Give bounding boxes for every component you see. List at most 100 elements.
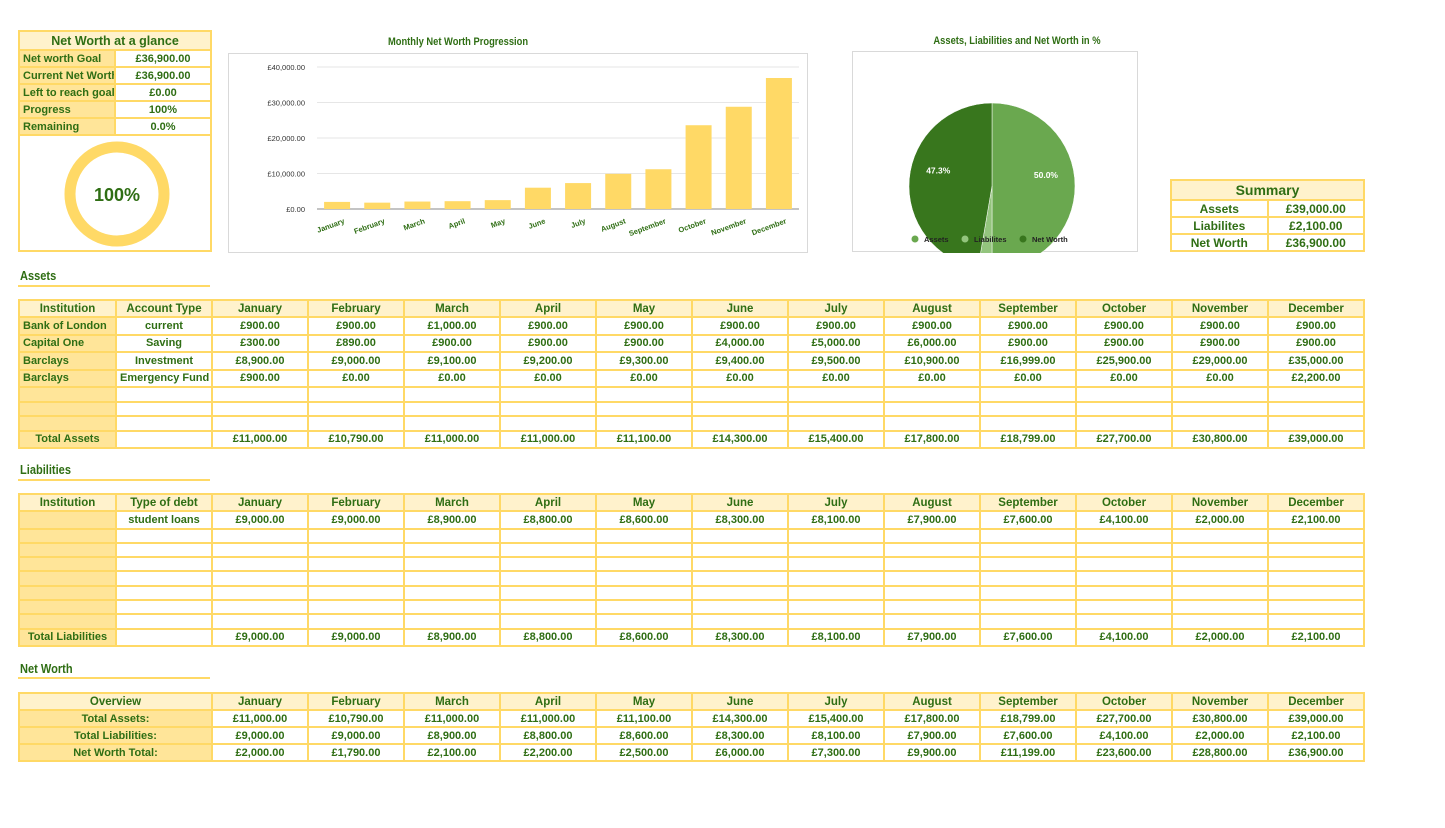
value-cell[interactable] — [595, 570, 693, 587]
column-header[interactable]: November — [1171, 299, 1269, 318]
column-header[interactable]: April — [499, 692, 597, 711]
value-cell[interactable]: £2,200.00 — [1267, 368, 1365, 388]
value-cell[interactable] — [307, 527, 405, 544]
value-cell[interactable] — [787, 541, 885, 559]
value-cell[interactable] — [595, 613, 693, 630]
column-header[interactable]: May — [595, 692, 693, 711]
value-cell[interactable]: £10,900.00 — [883, 351, 981, 371]
value-cell[interactable]: £11,000.00 — [499, 429, 597, 449]
value-cell[interactable] — [211, 584, 309, 602]
value-cell[interactable] — [211, 613, 309, 630]
value-cell[interactable] — [787, 613, 885, 630]
value-cell[interactable] — [115, 584, 213, 602]
glance-value[interactable]: 100% — [114, 100, 212, 119]
value-cell[interactable] — [1171, 541, 1269, 559]
value-cell[interactable] — [691, 598, 789, 616]
row-label[interactable]: Total Assets — [18, 429, 117, 449]
value-cell[interactable] — [307, 400, 405, 417]
value-cell[interactable]: £11,199.00 — [979, 743, 1077, 762]
value-cell[interactable] — [883, 541, 981, 559]
value-cell[interactable] — [691, 570, 789, 587]
value-cell[interactable]: £2,000.00 — [1171, 510, 1269, 530]
summary-value[interactable]: £36,900.00 — [1266, 233, 1365, 252]
value-cell[interactable]: £2,200.00 — [499, 743, 597, 762]
column-header[interactable]: March — [403, 692, 501, 711]
value-cell[interactable]: £900.00 — [1171, 333, 1269, 353]
bar[interactable] — [364, 202, 391, 209]
value-cell[interactable]: £0.00 — [307, 368, 405, 388]
row-label[interactable]: Barclays — [18, 368, 117, 388]
value-cell[interactable]: £900.00 — [979, 316, 1077, 336]
column-header[interactable]: July — [787, 299, 885, 318]
value-cell[interactable]: £8,900.00 — [211, 351, 309, 371]
column-header[interactable]: August — [883, 692, 981, 711]
value-cell[interactable] — [979, 613, 1077, 630]
column-header[interactable]: October — [1075, 299, 1173, 318]
column-header[interactable]: April — [499, 299, 597, 318]
value-cell[interactable] — [787, 415, 885, 432]
row-label[interactable]: Net Worth Total: — [18, 743, 213, 762]
value-cell[interactable]: £8,600.00 — [595, 726, 693, 745]
value-cell[interactable] — [1171, 527, 1269, 544]
value-cell[interactable] — [115, 556, 213, 573]
value-cell[interactable]: £900.00 — [1267, 316, 1365, 336]
value-cell[interactable] — [691, 386, 789, 403]
value-cell[interactable] — [499, 613, 597, 630]
value-cell[interactable]: £900.00 — [307, 316, 405, 336]
value-cell[interactable] — [691, 584, 789, 602]
column-header[interactable]: June — [691, 493, 789, 512]
value-cell[interactable]: £7,900.00 — [883, 627, 981, 648]
value-cell[interactable]: £7,600.00 — [979, 726, 1077, 745]
value-cell[interactable] — [499, 415, 597, 432]
value-cell[interactable] — [787, 598, 885, 616]
value-cell[interactable]: £9,000.00 — [307, 510, 405, 530]
column-header[interactable]: September — [979, 692, 1077, 711]
value-cell[interactable]: £900.00 — [595, 316, 693, 336]
value-cell[interactable]: £900.00 — [787, 316, 885, 336]
value-cell[interactable] — [211, 400, 309, 417]
column-header[interactable]: August — [883, 299, 981, 318]
value-cell[interactable] — [211, 541, 309, 559]
value-cell[interactable]: £9,400.00 — [691, 351, 789, 371]
value-cell[interactable] — [1171, 570, 1269, 587]
value-cell[interactable]: £0.00 — [403, 368, 501, 388]
value-cell[interactable]: £9,200.00 — [499, 351, 597, 371]
column-header[interactable]: May — [595, 493, 693, 512]
value-cell[interactable]: £900.00 — [1171, 316, 1269, 336]
value-cell[interactable]: £8,800.00 — [499, 726, 597, 745]
value-cell[interactable]: £6,000.00 — [691, 743, 789, 762]
value-cell[interactable] — [307, 415, 405, 432]
value-cell[interactable]: £2,000.00 — [1171, 726, 1269, 745]
summary-value[interactable]: £2,100.00 — [1266, 216, 1365, 235]
value-cell[interactable] — [1171, 400, 1269, 417]
value-cell[interactable]: £900.00 — [595, 333, 693, 353]
value-cell[interactable] — [979, 598, 1077, 616]
value-cell[interactable]: £900.00 — [1075, 333, 1173, 353]
column-header[interactable]: Institution — [18, 493, 117, 512]
value-cell[interactable] — [307, 613, 405, 630]
value-cell[interactable] — [403, 613, 501, 630]
value-cell[interactable]: £7,600.00 — [979, 510, 1077, 530]
value-cell[interactable] — [307, 598, 405, 616]
row-label[interactable] — [18, 584, 117, 602]
value-cell[interactable]: £27,700.00 — [1075, 709, 1173, 728]
value-cell[interactable] — [403, 386, 501, 403]
value-cell[interactable]: £8,800.00 — [499, 627, 597, 648]
value-cell[interactable] — [979, 527, 1077, 544]
value-cell[interactable]: £10,790.00 — [307, 709, 405, 728]
value-cell[interactable] — [211, 598, 309, 616]
value-cell[interactable] — [1171, 584, 1269, 602]
row-label[interactable] — [18, 598, 117, 616]
row-label[interactable]: Total Assets: — [18, 709, 213, 728]
value-cell[interactable] — [1171, 613, 1269, 630]
value-cell[interactable]: £11,000.00 — [403, 429, 501, 449]
value-cell[interactable] — [307, 386, 405, 403]
value-cell[interactable] — [1075, 613, 1173, 630]
value-cell[interactable]: £7,900.00 — [883, 510, 981, 530]
value-cell[interactable]: current — [115, 316, 213, 336]
value-cell[interactable]: £15,400.00 — [787, 429, 885, 449]
value-cell[interactable] — [595, 415, 693, 432]
value-cell[interactable]: Investment — [115, 351, 213, 371]
value-cell[interactable]: £2,100.00 — [1267, 627, 1365, 648]
value-cell[interactable]: £4,100.00 — [1075, 726, 1173, 745]
